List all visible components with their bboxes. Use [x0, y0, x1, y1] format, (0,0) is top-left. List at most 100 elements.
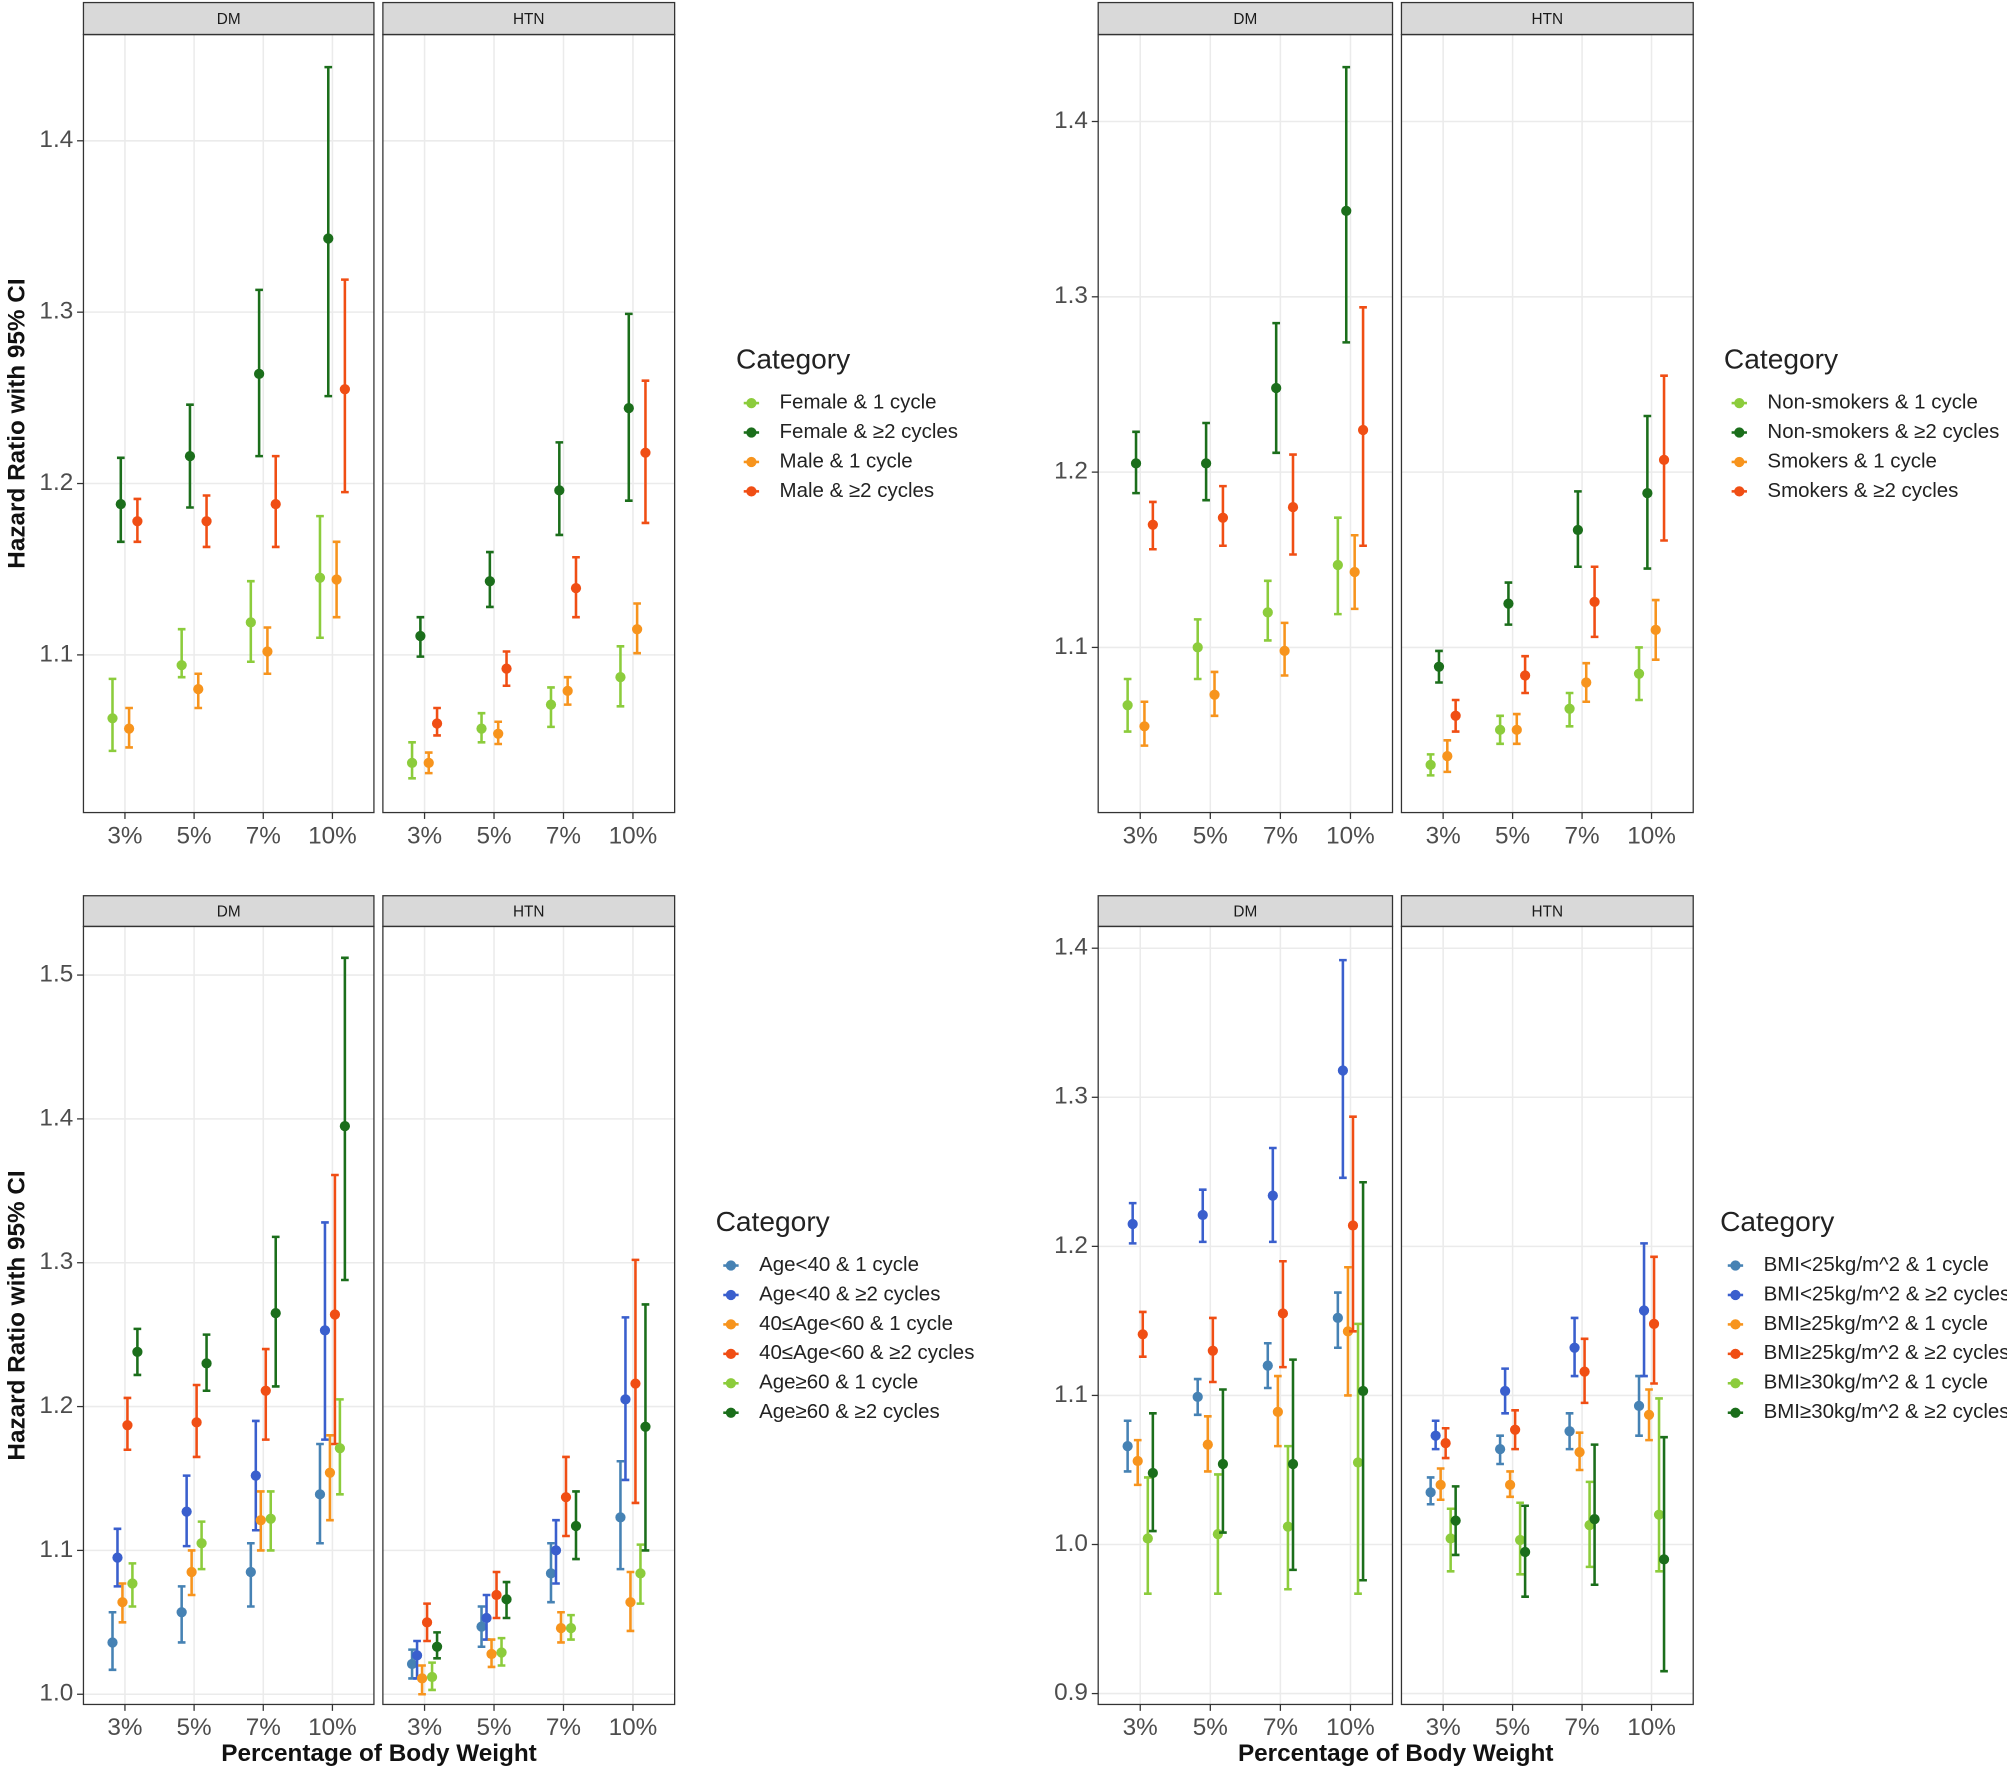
x-tick-label: 7%	[546, 822, 581, 849]
x-tick-label: 3%	[107, 822, 142, 849]
point	[1287, 1458, 1299, 1470]
point	[1217, 1458, 1229, 1470]
point	[484, 576, 495, 587]
strip-label: DM	[1233, 903, 1257, 920]
point	[184, 450, 196, 462]
panel-bg	[1401, 34, 1694, 813]
point	[415, 630, 426, 642]
legend-key-point	[725, 1319, 737, 1330]
point	[122, 1420, 133, 1431]
legend-label: Male & 1 cycle	[780, 449, 913, 472]
legend-key-point	[1730, 1260, 1741, 1271]
legend-key-point	[1730, 1378, 1741, 1389]
point	[1122, 700, 1133, 711]
y-tick-label: 1.2	[39, 1392, 73, 1419]
y-tick-label: 1.0	[39, 1680, 73, 1707]
strip-label: HTN	[513, 11, 545, 28]
legend-key-point	[725, 1348, 737, 1359]
point	[270, 1307, 281, 1319]
point	[1653, 1509, 1665, 1520]
point	[1642, 488, 1653, 499]
panel-bg	[1098, 34, 1393, 813]
point	[201, 516, 212, 527]
point	[245, 617, 256, 628]
point	[314, 572, 326, 583]
point	[1132, 1455, 1143, 1467]
point	[476, 1621, 487, 1632]
point	[1519, 1546, 1531, 1558]
point	[1589, 1514, 1600, 1525]
legend-label: BMI≥25kg/m^2 & ≥2 cycles	[1764, 1341, 2007, 1364]
x-tick-label: 5%	[1495, 1714, 1530, 1741]
point	[570, 582, 582, 594]
point	[1499, 1385, 1511, 1397]
point	[250, 1470, 261, 1481]
point	[186, 1566, 197, 1578]
point	[496, 1647, 507, 1658]
error-bar	[1660, 1435, 1668, 1673]
panel-border	[82, 925, 375, 1706]
point	[132, 1346, 143, 1358]
point	[501, 1594, 512, 1605]
point	[1569, 1342, 1580, 1353]
point	[416, 1673, 428, 1684]
point	[1207, 1345, 1218, 1356]
point	[196, 1538, 207, 1549]
y-tick-label: 1.0	[1054, 1530, 1088, 1557]
legend-key-point	[1734, 456, 1745, 468]
point	[245, 1566, 256, 1578]
point	[115, 498, 126, 510]
point	[1147, 1467, 1158, 1479]
point	[1352, 1457, 1364, 1468]
panel-bg	[83, 34, 374, 813]
point	[323, 233, 334, 244]
point	[554, 485, 565, 496]
point	[1658, 1554, 1670, 1565]
x-tick-label: 5%	[476, 822, 511, 849]
point	[314, 1489, 326, 1500]
point	[1137, 1329, 1148, 1340]
point	[1341, 205, 1352, 217]
point	[545, 1568, 557, 1579]
legend-label: Male & ≥2 cycles	[780, 479, 935, 502]
point	[1262, 607, 1273, 618]
x-tick-label: 10%	[609, 822, 658, 849]
point	[620, 1394, 631, 1405]
panel-bg	[1401, 926, 1694, 1705]
point	[1579, 1366, 1590, 1377]
x-tick-label: 7%	[546, 1714, 581, 1741]
strip	[1400, 1, 1694, 36]
point	[1430, 1430, 1441, 1441]
panel-border	[1400, 33, 1694, 814]
point	[1519, 670, 1531, 681]
point	[112, 1552, 123, 1563]
point	[191, 1417, 202, 1428]
x-tick-label: 3%	[1123, 822, 1158, 849]
x-tick-label: 10%	[1627, 1714, 1676, 1741]
point	[1650, 624, 1661, 636]
x-tick-label: 10%	[609, 1714, 658, 1741]
x-axis-label: Percentage of Body Weight	[221, 1740, 536, 1767]
point	[1450, 710, 1461, 721]
point	[176, 1607, 187, 1618]
point	[270, 498, 281, 510]
point	[260, 1385, 271, 1396]
point	[1200, 458, 1212, 469]
strip-label: DM	[217, 903, 241, 920]
point	[1192, 1391, 1203, 1403]
y-tick-label: 1.2	[39, 469, 73, 496]
point	[630, 1378, 641, 1389]
point	[635, 1568, 646, 1579]
legend-key-point	[725, 1289, 737, 1301]
point	[411, 1650, 423, 1661]
point	[1504, 1479, 1516, 1490]
strip	[382, 895, 676, 928]
legend-label: BMI≥30kg/m^2 & 1 cycle	[1764, 1371, 1988, 1394]
point	[331, 574, 342, 585]
point	[339, 1120, 350, 1132]
point	[1433, 661, 1445, 672]
point	[201, 1358, 212, 1369]
point	[625, 1597, 636, 1608]
legend-key-point	[746, 486, 757, 497]
